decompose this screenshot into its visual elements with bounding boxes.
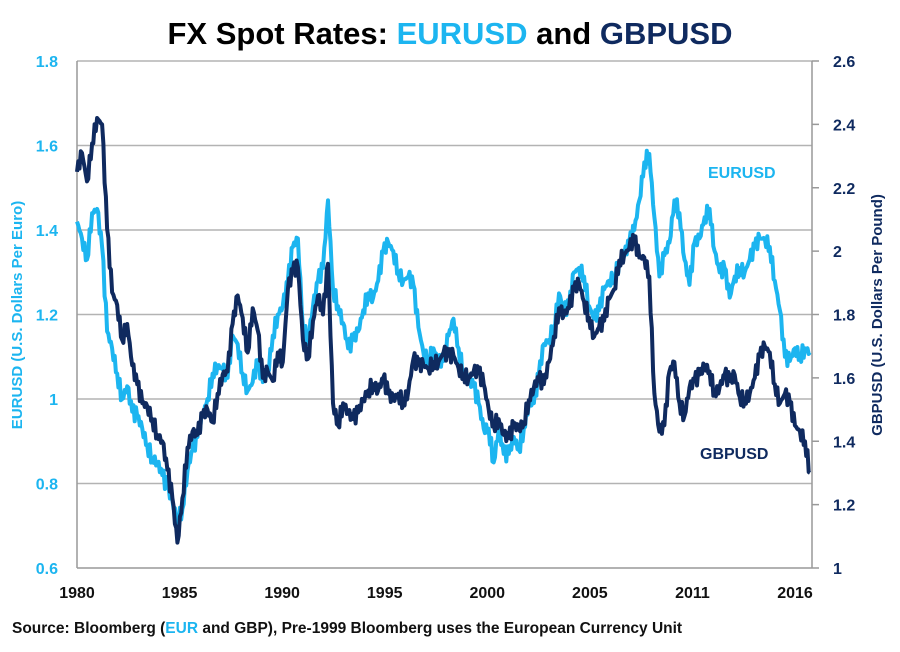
left-axis-ticks: 0.6 0.8 1 1.2 1.4 1.6 1.8 <box>36 54 58 578</box>
title-eur: EURUSD <box>397 16 528 51</box>
source-note: Source: Bloomberg (EUR and GBP), Pre-199… <box>12 620 682 638</box>
right-tick-label: 1 <box>833 561 842 578</box>
x-axis-ticks: 1980 1985 1990 1995 2000 2005 2011 2016 <box>59 585 813 602</box>
source-eur: EUR <box>165 620 199 637</box>
x-tick-label: 2011 <box>675 585 710 602</box>
left-tick-label: 1.2 <box>36 308 58 325</box>
source-prefix: Source: Bloomberg ( <box>12 620 166 637</box>
left-tick-label: 0.6 <box>36 561 58 578</box>
axes <box>76 60 819 569</box>
gridlines <box>77 60 812 485</box>
right-tick-label: 2.2 <box>833 181 855 198</box>
right-axis-label: GBPUSD (U.S. Dollars Per Pound) <box>869 194 886 436</box>
gbpusd-line <box>75 116 812 545</box>
title-prefix: FX Spot Rates: <box>168 16 397 51</box>
left-tick-label: 1 <box>49 392 58 409</box>
right-tick-label: 1.4 <box>833 434 855 451</box>
x-tick-label: 1995 <box>367 585 403 602</box>
left-tick-label: 1.6 <box>36 139 58 156</box>
title-gbp: GBPUSD <box>600 16 733 51</box>
right-tick-label: 1.8 <box>833 308 855 325</box>
right-tick-label: 2.6 <box>833 54 855 71</box>
x-tick-label: 2005 <box>572 585 608 602</box>
x-tick-label: 2016 <box>777 585 813 602</box>
x-tick-label: 1990 <box>264 585 300 602</box>
right-tick-label: 1.2 <box>833 498 855 515</box>
left-tick-label: 1.8 <box>36 54 58 71</box>
source-suffix: and GBP), Pre-1999 Bloomberg uses the Eu… <box>198 620 683 637</box>
x-tick-label: 2000 <box>469 585 505 602</box>
x-tick-label: 1980 <box>59 585 95 602</box>
eurusd-annotation: EURUSD <box>708 165 776 182</box>
chart-title: FX Spot Rates: EURUSD and GBPUSD <box>168 16 733 51</box>
gbpusd-annotation: GBPUSD <box>700 446 768 463</box>
x-tick-label: 1985 <box>162 585 198 602</box>
right-axis-ticks: 1 1.2 1.4 1.6 1.8 2 2.2 2.4 2.6 <box>833 54 855 578</box>
left-tick-label: 0.8 <box>36 477 58 494</box>
right-tick-label: 1.6 <box>833 371 855 388</box>
left-axis-label: EURUSD (U.S. Dollars Per Euro) <box>9 201 26 429</box>
right-tick-label: 2.4 <box>833 117 855 134</box>
left-tick-label: 1.4 <box>36 223 58 240</box>
right-tick-label: 2 <box>833 244 842 261</box>
series-lines <box>75 116 812 545</box>
title-mid: and <box>528 16 600 51</box>
